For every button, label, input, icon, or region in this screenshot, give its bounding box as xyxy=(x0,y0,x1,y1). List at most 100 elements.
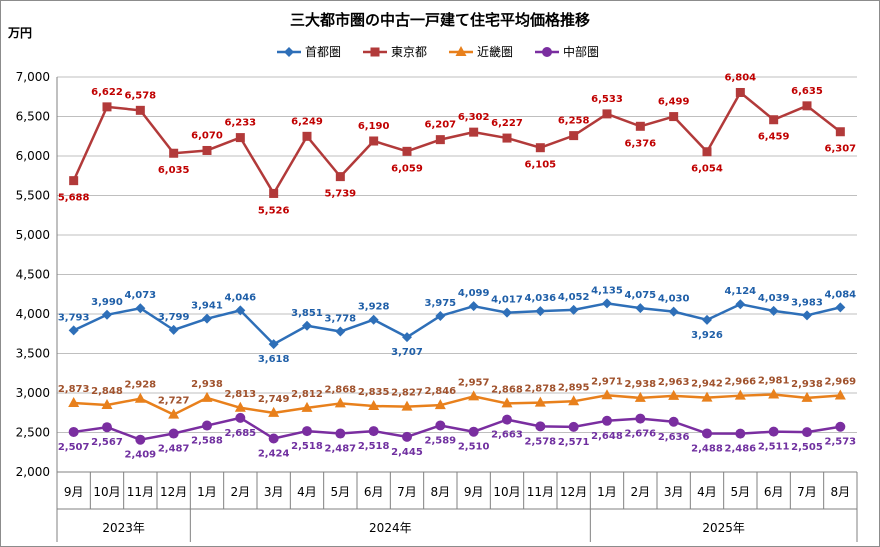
data-point-marker xyxy=(502,307,512,318)
data-point-marker xyxy=(435,310,446,321)
x-tick-label: 12月 xyxy=(560,485,587,499)
data-point-marker xyxy=(835,421,846,432)
data-label: 4,046 xyxy=(225,292,257,303)
data-point-marker xyxy=(834,389,846,400)
data-point-marker xyxy=(168,408,180,419)
data-point-marker xyxy=(768,305,779,316)
data-label: 4,052 xyxy=(558,292,590,303)
data-label: 3,793 xyxy=(58,312,90,323)
data-label: 2,511 xyxy=(758,442,790,453)
data-point-marker xyxy=(468,301,479,312)
data-label: 6,233 xyxy=(225,118,257,129)
data-point-marker xyxy=(768,426,779,437)
data-point-marker xyxy=(502,414,512,425)
data-label: 6,249 xyxy=(291,116,323,127)
series-中部圏: 2,507 2,5672,4092,4872,5882,6852,4242,518… xyxy=(58,412,857,461)
data-label: 5,688 xyxy=(58,193,90,204)
data-label: 2,573 xyxy=(825,437,857,448)
data-label: 3,799 xyxy=(158,312,190,323)
data-label: 6,070 xyxy=(191,130,223,141)
data-point-marker xyxy=(768,388,780,399)
y-tick-label: 4,500 xyxy=(16,268,50,282)
data-point-marker xyxy=(368,400,380,411)
x-tick-label: 4月 xyxy=(297,485,317,499)
data-label: 6,804 xyxy=(725,72,757,83)
data-point-marker xyxy=(201,391,213,402)
legend-marker xyxy=(370,47,380,57)
year-label: 2024年 xyxy=(369,521,412,535)
data-point-marker xyxy=(635,121,645,131)
data-label: 2,409 xyxy=(125,450,157,461)
x-tick-label: 11月 xyxy=(127,485,154,499)
data-label: 2,663 xyxy=(491,430,523,441)
data-point-marker xyxy=(635,413,646,424)
data-label: 2,971 xyxy=(591,376,623,387)
data-label: 2,846 xyxy=(425,386,457,397)
data-point-marker xyxy=(368,426,379,437)
data-point-marker xyxy=(268,339,279,350)
data-label: 4,036 xyxy=(525,293,557,304)
data-point-marker xyxy=(802,101,812,111)
y-tick-label: 5,500 xyxy=(16,189,50,203)
data-point-marker xyxy=(469,127,479,137)
data-label: 5,739 xyxy=(325,189,357,200)
data-label: 3,926 xyxy=(691,330,723,341)
data-point-marker xyxy=(369,136,379,146)
legend-item: 近畿圏 xyxy=(449,45,513,59)
data-label: 2,486 xyxy=(725,444,757,455)
data-label: 2,567 xyxy=(91,437,123,448)
data-point-marker xyxy=(102,309,112,320)
x-tick-label: 10月 xyxy=(93,485,120,499)
data-point-marker xyxy=(669,112,679,122)
data-point-marker xyxy=(168,324,179,335)
data-point-marker xyxy=(568,304,579,315)
data-point-marker xyxy=(135,105,145,115)
data-point-marker xyxy=(635,303,646,314)
data-point-marker xyxy=(468,426,479,437)
data-label: 2,685 xyxy=(225,428,257,439)
data-point-marker xyxy=(769,115,779,125)
data-point-marker xyxy=(134,392,146,403)
data-point-marker xyxy=(802,427,812,438)
data-label: 2,505 xyxy=(791,442,823,453)
data-label: 2,963 xyxy=(658,377,690,388)
data-label: 3,618 xyxy=(258,354,290,365)
legend-item: 中部圏 xyxy=(535,44,599,59)
x-tick-label: 4月 xyxy=(697,485,717,499)
x-tick-label: 11月 xyxy=(527,485,554,499)
data-label: 3,983 xyxy=(791,297,823,308)
data-point-marker xyxy=(268,433,279,444)
data-label: 2,981 xyxy=(758,376,790,387)
data-point-marker xyxy=(735,299,746,310)
data-label: 2,648 xyxy=(591,431,623,442)
data-point-marker xyxy=(535,143,545,153)
data-point-marker xyxy=(235,133,245,143)
data-label: 4,017 xyxy=(491,295,523,306)
data-point-marker xyxy=(535,421,546,432)
data-point-marker xyxy=(268,406,280,417)
data-point-marker xyxy=(702,314,712,325)
data-label: 2,589 xyxy=(425,435,457,446)
data-point-marker xyxy=(402,431,412,442)
data-label: 2,487 xyxy=(158,444,190,455)
data-label: 3,941 xyxy=(191,301,223,312)
data-point-marker xyxy=(569,131,579,141)
data-point-marker xyxy=(435,135,445,145)
data-point-marker xyxy=(835,302,846,313)
legend-marker xyxy=(455,46,467,56)
data-label: 2,507 xyxy=(58,442,90,453)
data-point-marker xyxy=(69,176,79,186)
data-point-marker xyxy=(602,298,612,309)
data-label: 6,105 xyxy=(525,160,557,171)
data-label: 6,054 xyxy=(691,164,723,175)
data-label: 5,526 xyxy=(258,205,290,216)
legend-marker xyxy=(542,47,552,57)
data-point-marker xyxy=(368,314,379,325)
data-point-marker xyxy=(135,434,146,445)
data-point-marker xyxy=(335,326,346,337)
data-label: 4,075 xyxy=(625,290,657,301)
y-tick-label: 2,000 xyxy=(16,465,50,479)
x-tick-label: 5月 xyxy=(731,485,751,499)
